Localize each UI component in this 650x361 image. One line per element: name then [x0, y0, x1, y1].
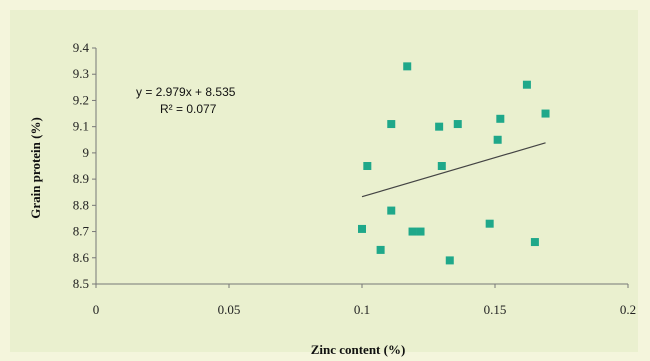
- x-tick-label: 0: [93, 302, 100, 317]
- data-point: [496, 114, 505, 123]
- data-point: [408, 227, 417, 236]
- y-tick-label: 9.2: [73, 92, 89, 107]
- y-tick-label: 9.3: [73, 66, 89, 81]
- data-point: [445, 256, 454, 265]
- y-tick-label: 9.1: [73, 119, 89, 134]
- data-point: [493, 135, 502, 144]
- y-tick-label: 8.8: [73, 197, 89, 212]
- y-tick-label: 9.4: [73, 40, 90, 55]
- data-point: [403, 62, 412, 71]
- data-point: [453, 120, 462, 129]
- x-axis-title: Zinc content (%): [311, 342, 406, 357]
- data-point: [387, 120, 396, 129]
- data-point: [530, 238, 539, 247]
- y-tick-label: 9: [83, 145, 90, 160]
- data-point: [376, 245, 385, 254]
- x-tick-label: 0.15: [484, 302, 507, 317]
- y-tick-label: 8.9: [73, 171, 89, 186]
- x-tick-label: 0.2: [620, 302, 636, 317]
- trendline: [361, 142, 546, 198]
- r-squared-label: R² = 0.077: [160, 102, 217, 116]
- data-point: [522, 80, 531, 89]
- y-axis-title: Grain protein (%): [28, 117, 43, 219]
- trendline-equation: y = 2.979x + 8.535: [136, 85, 236, 99]
- chart-background: [10, 10, 638, 352]
- x-tick-label: 0.05: [218, 302, 241, 317]
- data-point: [541, 109, 550, 118]
- data-point: [416, 227, 425, 236]
- data-point: [437, 162, 446, 170]
- x-tick-label: 0.1: [354, 302, 370, 317]
- data-point: [435, 122, 444, 131]
- data-point: [358, 224, 366, 233]
- data-point: [363, 162, 372, 170]
- y-tick-label: 8.5: [73, 276, 89, 291]
- data-point: [485, 219, 494, 228]
- y-tick-label: 8.6: [73, 250, 90, 265]
- data-point: [387, 206, 396, 215]
- y-tick-label: 8.7: [73, 224, 90, 239]
